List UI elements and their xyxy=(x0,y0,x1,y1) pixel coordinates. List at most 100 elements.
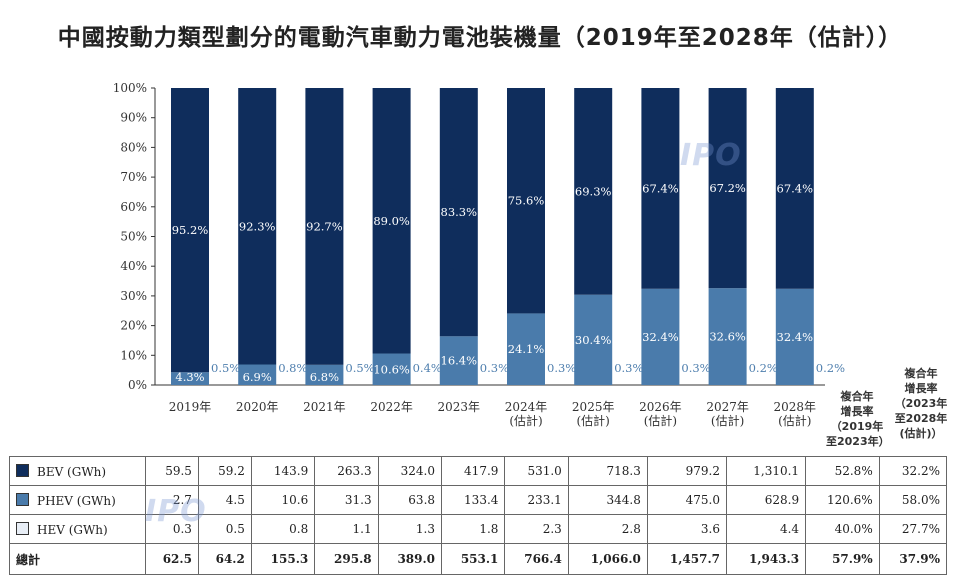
bar-bev xyxy=(305,88,344,365)
table-cell: 1,310.1 xyxy=(725,456,807,486)
y-tick-label: 50% xyxy=(120,230,147,244)
x-tick-label: (估計) xyxy=(711,413,744,428)
table-cell: 1.8 xyxy=(441,514,506,544)
table-cell: 3.6 xyxy=(646,514,727,544)
row-label-text: BEV (GWh) xyxy=(37,464,107,479)
table-cell: 10.6 xyxy=(250,485,316,515)
x-tick-label: (估計) xyxy=(509,413,542,428)
data-label-hev: 0.8% xyxy=(278,361,307,375)
table-cell: 324.0 xyxy=(377,456,443,486)
y-tick-label: 10% xyxy=(120,348,147,362)
x-tick-label: 2027年 xyxy=(706,400,749,414)
table-cell: 553.1 xyxy=(441,543,506,575)
table-cell: 1,457.7 xyxy=(646,543,727,575)
y-tick-label: 60% xyxy=(120,200,147,214)
data-label-hev: 0.3% xyxy=(547,361,576,375)
table-cell: 2.7 xyxy=(145,485,199,515)
cagr-header-line: 複合年 xyxy=(840,390,874,403)
x-tick-label: 2019年 xyxy=(169,400,212,414)
stacked-bar-chart: 0% 10% 20% 30% 40% 50% 60% 70% 80% 90% 100% 95.2% 4.… xyxy=(113,81,845,428)
table-cell: 64.2 xyxy=(197,543,252,575)
bar-phev xyxy=(708,288,747,385)
x-tick-label: 2020年 xyxy=(236,400,279,414)
table-cell: 59.2 xyxy=(197,456,252,486)
data-label-bev: 69.3% xyxy=(575,184,612,198)
bar-phev xyxy=(238,364,277,385)
table-cell: 766.4 xyxy=(504,543,569,575)
table-cell: 40.0% xyxy=(805,514,880,544)
table-cell: 32.2% xyxy=(878,456,948,486)
row-label: 總計 xyxy=(9,543,146,575)
x-tick-label: 2024年 xyxy=(505,400,548,414)
table-cell: 59.5 xyxy=(145,456,199,486)
x-tick-label: 2022年 xyxy=(370,400,413,414)
data-label-hev: 0.5% xyxy=(211,361,240,375)
x-tick-label: 2021年 xyxy=(303,400,346,414)
watermark-logo: IPO xyxy=(680,138,742,173)
data-label-hev: 0.3% xyxy=(614,361,643,375)
table-cell: 120.6% xyxy=(805,485,880,515)
y-tick-label: 70% xyxy=(120,170,147,184)
data-label-bev: 83.3% xyxy=(441,205,478,219)
cagr-header-line: （2019年 xyxy=(830,420,884,433)
y-tick-label: 20% xyxy=(120,319,147,333)
cagr-header-line: 至2023年） xyxy=(826,435,890,448)
x-tick-label: (估計) xyxy=(577,413,610,428)
cagr-header-line: 至2028年 xyxy=(894,412,948,425)
table-cell: 2.8 xyxy=(567,514,648,544)
table-cell: 979.2 xyxy=(646,456,727,486)
y-tick-label: 90% xyxy=(120,111,147,125)
data-label-bev: 92.7% xyxy=(306,219,343,233)
data-label-hev: 0.2% xyxy=(816,361,845,375)
data-label-bev: 95.2% xyxy=(172,223,209,237)
table-cell: 57.9% xyxy=(805,543,880,575)
table-cell: 27.7% xyxy=(878,514,948,544)
table-cell: 143.9 xyxy=(250,456,316,486)
table-cell: 531.0 xyxy=(504,456,569,486)
table-cell: 718.3 xyxy=(567,456,648,486)
cagr-header-2023-2028: 複合年 增長率 （2023年 至2028年 (估計)） xyxy=(890,366,952,441)
y-tick-label: 0% xyxy=(128,378,147,392)
bar-bev xyxy=(372,88,411,354)
table-cell: 31.3 xyxy=(314,485,379,515)
data-label-phev: 30.4% xyxy=(575,333,612,347)
data-label-hev: 0.3% xyxy=(681,361,710,375)
data-label-phev: 10.6% xyxy=(373,362,410,376)
data-label-bev: 67.4% xyxy=(642,181,679,195)
data-label-bev: 89.0% xyxy=(373,214,410,228)
bar-bev xyxy=(171,88,209,373)
data-label-phev: 6.8% xyxy=(310,370,339,384)
table-cell: 133.4 xyxy=(441,485,506,515)
data-label-phev: 32.6% xyxy=(709,330,746,344)
bar-phev xyxy=(305,364,344,385)
row-label-text: PHEV (GWh) xyxy=(37,493,116,508)
x-tick-label: 2023年 xyxy=(438,400,481,414)
table-row: PHEV (GWh) 2.7 4.5 10.6 31.3 63.8 133.4 233.1 34… xyxy=(9,485,948,515)
data-label-bev: 75.6% xyxy=(508,194,545,208)
bar-phev xyxy=(372,353,411,385)
table-cell: 1.1 xyxy=(314,514,379,544)
table-cell: 1.3 xyxy=(377,514,443,544)
legend-swatch xyxy=(16,521,29,535)
data-table: BEV (GWh) 59.5 59.2 143.9 263.3 324.0 417.9 531… xyxy=(9,456,948,575)
data-label-hev: 0.3% xyxy=(480,361,509,375)
data-label-bev: 67.2% xyxy=(709,181,746,195)
table-cell: 58.0% xyxy=(878,485,948,515)
table-cell: 2.3 xyxy=(504,514,569,544)
bar-phev xyxy=(641,288,680,385)
bar-bev xyxy=(574,88,613,295)
bar-phev xyxy=(171,372,209,385)
y-tick-label: 100% xyxy=(113,81,147,95)
table-cell: 344.8 xyxy=(567,485,648,515)
data-label-hev: 0.4% xyxy=(413,361,442,375)
table-cell: 52.8% xyxy=(805,456,880,486)
row-label: HEV (GWh) xyxy=(9,514,146,544)
row-label-text: HEV (GWh) xyxy=(37,522,108,537)
watermark-logo-2: IPO xyxy=(145,494,207,529)
y-tick-label: 40% xyxy=(120,259,147,273)
table-cell: 0.3 xyxy=(145,514,199,544)
y-tick-label: 30% xyxy=(120,289,147,303)
table-cell: 37.9% xyxy=(878,543,948,575)
data-label-phev: 32.4% xyxy=(642,330,679,344)
bar-phev xyxy=(439,336,478,385)
